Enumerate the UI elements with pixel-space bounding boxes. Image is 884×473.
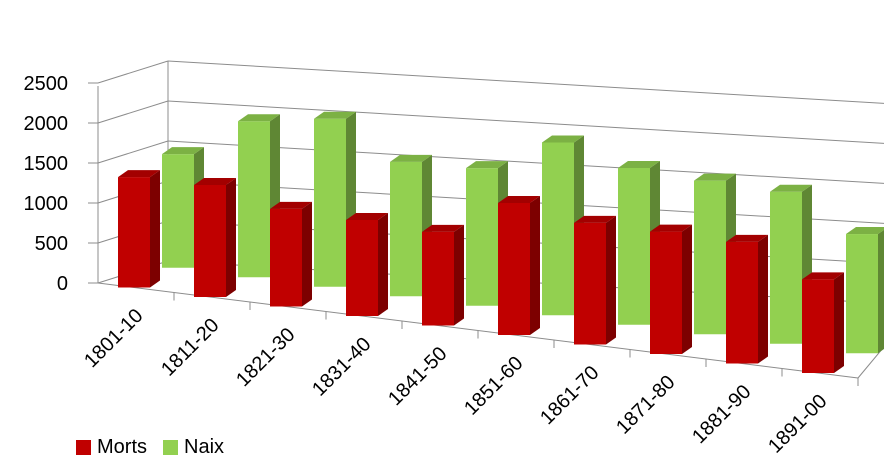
- bar-naix-front: [314, 118, 346, 287]
- bar-naix-front: [542, 142, 574, 316]
- legend-swatch-morts: [76, 440, 91, 455]
- bar-morts: [346, 213, 388, 316]
- bar-morts-side: [302, 201, 312, 307]
- gridline-side: [97, 100, 169, 124]
- gridline-back: [167, 100, 884, 144]
- legend-swatch-naix: [163, 440, 178, 455]
- x-tick-label: 1811-20: [157, 314, 223, 380]
- bar-morts-front: [118, 177, 150, 288]
- y-tick-label: 2000: [24, 113, 69, 135]
- bar-morts-side: [530, 196, 540, 335]
- bar-naix-top: [162, 147, 204, 155]
- x-tick-label: 1831-40: [308, 333, 375, 400]
- legend-item-morts: Morts: [76, 436, 147, 459]
- bar-morts-top: [726, 234, 768, 242]
- legend: Morts Naix: [76, 436, 240, 459]
- bar-morts-top: [574, 215, 616, 223]
- bar-morts: [194, 178, 236, 297]
- bar-morts-front: [574, 222, 606, 345]
- bar-morts-side: [454, 224, 464, 326]
- bar-naix-front: [846, 234, 878, 354]
- x-tick-label: 1841-50: [384, 343, 451, 410]
- x-tick-label: 1881-90: [688, 381, 755, 448]
- bar-naix-top: [466, 161, 508, 169]
- bar-morts: [802, 272, 844, 373]
- legend-label-naix: Naix: [184, 436, 225, 458]
- bar-morts-side: [834, 272, 844, 373]
- bar-morts: [498, 196, 540, 335]
- bar-morts: [270, 201, 312, 307]
- bar-morts-top: [346, 213, 388, 220]
- bar-naix-top: [314, 111, 356, 119]
- bar-morts-top: [802, 272, 844, 280]
- bar-morts-top: [498, 196, 540, 203]
- x-tick-label: 1861-70: [536, 362, 603, 429]
- bar-naix-top: [390, 154, 432, 162]
- bar-morts: [650, 224, 692, 354]
- bar-morts-side: [682, 224, 692, 354]
- bar-naix-side: [878, 229, 884, 354]
- bar-naix-front: [770, 191, 802, 344]
- y-tick-label: 1000: [24, 193, 69, 215]
- legend-item-naix: Naix: [163, 436, 224, 459]
- bar-naix-front: [694, 180, 726, 335]
- bar-naix-top: [542, 135, 584, 143]
- bar-morts-top: [194, 178, 236, 185]
- bar-morts-front: [802, 279, 834, 373]
- bar-morts-top: [270, 201, 312, 209]
- bar-morts-front: [650, 231, 682, 354]
- bar-morts-side: [150, 170, 160, 288]
- bar-naix: [770, 184, 812, 344]
- bar-naix-top: [618, 160, 660, 168]
- bar-naix-front: [162, 154, 194, 268]
- bar-morts-side: [758, 234, 768, 364]
- y-tick-label: 1500: [24, 153, 69, 175]
- bar-naix-top: [846, 227, 884, 235]
- y-tick-label: 0: [57, 273, 68, 295]
- gridline-side: [97, 140, 169, 164]
- bar-morts-top: [650, 224, 692, 232]
- bar-morts-side: [226, 178, 236, 297]
- x-tick-label: 1821-30: [232, 324, 299, 391]
- bar-morts-front: [726, 241, 758, 364]
- bar-naix-front: [238, 121, 270, 278]
- gridline-side: [97, 60, 169, 84]
- bar-naix-front: [618, 167, 650, 325]
- bar-naix-top: [238, 114, 280, 122]
- bar-naix: [314, 111, 356, 287]
- bar-naix-front: [390, 161, 422, 297]
- bar-morts: [422, 224, 464, 326]
- bar-morts-side: [378, 213, 388, 316]
- bar-morts-top: [422, 224, 464, 232]
- bar-morts-top: [118, 170, 160, 178]
- floor-right-edge: [857, 346, 884, 379]
- bar-naix-top: [770, 184, 812, 192]
- bar-morts-front: [194, 185, 226, 297]
- y-tick-label: 500: [35, 233, 68, 255]
- gridline-back: [167, 60, 884, 104]
- legend-label-morts: Morts: [97, 436, 147, 458]
- bar-morts-front: [498, 203, 530, 335]
- x-tick-label: 1891-00: [764, 390, 831, 457]
- bar-morts-front: [270, 208, 302, 307]
- x-tick-label: 1801-10: [80, 305, 147, 372]
- bar-naix: [846, 227, 884, 354]
- bar-morts: [574, 215, 616, 345]
- bar-morts-front: [346, 220, 378, 316]
- bar-morts: [118, 170, 160, 288]
- y-tick-label: 2500: [24, 73, 69, 95]
- x-tick-label: 1851-60: [460, 352, 527, 419]
- bar-naix-front: [466, 168, 498, 306]
- bar-morts: [726, 234, 768, 364]
- x-tick-label: 1871-80: [612, 371, 679, 438]
- bar-morts-side: [606, 215, 616, 345]
- bar-morts-front: [422, 231, 454, 326]
- bar-naix-top: [694, 173, 736, 181]
